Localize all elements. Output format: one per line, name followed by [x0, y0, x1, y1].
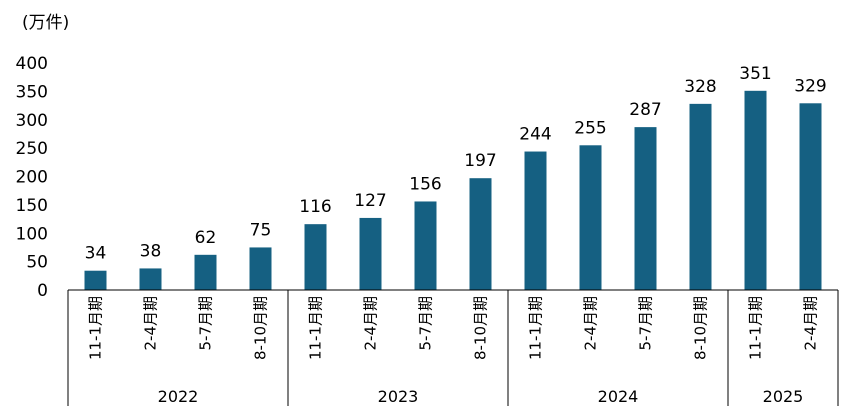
y-tick-label: 100 — [16, 224, 48, 244]
category-label: 5-7月期 — [637, 296, 655, 351]
y-tick-label: 350 — [16, 82, 48, 102]
data-label: 75 — [250, 220, 272, 240]
data-label: 351 — [739, 64, 771, 84]
group-label: 2024 — [598, 387, 639, 406]
data-label: 38 — [140, 241, 162, 261]
data-label: 328 — [684, 77, 716, 97]
data-labels: 34 38 62 75 116 127 156 197 244 255 287 328 351 329 — [85, 64, 827, 264]
category-label: 5-7月期 — [417, 296, 435, 351]
data-label: 34 — [85, 244, 107, 264]
data-label: 329 — [794, 76, 826, 96]
category-label: 2-4月期 — [802, 296, 820, 351]
data-label: 255 — [574, 118, 606, 138]
category-label: 8-10月期 — [692, 296, 710, 360]
category-label: 2-4月期 — [582, 296, 600, 351]
bar — [139, 268, 162, 290]
y-tick-label: 300 — [16, 111, 48, 131]
bar — [414, 201, 437, 290]
bar — [84, 270, 107, 290]
bar — [689, 103, 712, 290]
data-label: 127 — [354, 191, 386, 211]
bars — [84, 90, 822, 291]
bar — [469, 178, 492, 290]
bar — [249, 247, 272, 290]
category-label: 5-7月期 — [197, 296, 215, 351]
category-label: 2-4月期 — [362, 296, 380, 351]
y-axis: 0 50 100 150 200 250 300 350 400 — [16, 54, 48, 301]
bar — [359, 217, 382, 290]
data-label: 197 — [464, 151, 496, 171]
category-label: 2-4月期 — [142, 296, 160, 351]
data-label: 287 — [629, 100, 661, 120]
category-label: 8-10月期 — [472, 296, 490, 360]
bar — [524, 151, 547, 290]
data-label: 244 — [519, 125, 551, 145]
x-axis: 11-1月期 2-4月期 5-7月期 8-10月期 11-1月期 2-4月期 5-7月期 8-… — [67, 289, 839, 406]
y-tick-label: 150 — [16, 196, 48, 216]
category-label: 11-1月期 — [307, 296, 325, 360]
category-label: 8-10月期 — [252, 296, 270, 360]
y-tick-label: 400 — [16, 54, 48, 74]
group-label: 2025 — [763, 387, 804, 406]
bar — [304, 224, 327, 290]
bar — [194, 254, 217, 290]
y-tick-label: 250 — [16, 139, 48, 159]
bar — [634, 127, 657, 290]
y-tick-label: 0 — [37, 281, 48, 301]
bar — [579, 145, 602, 290]
y-tick-label: 200 — [16, 168, 48, 188]
bar — [799, 103, 822, 290]
bar — [744, 90, 767, 291]
data-label: 156 — [409, 174, 441, 194]
data-label: 116 — [299, 197, 331, 217]
group-label: 2023 — [378, 387, 419, 406]
unit-label: (万件) — [22, 13, 70, 33]
category-label: 11-1月期 — [747, 296, 765, 360]
category-label: 11-1月期 — [87, 296, 105, 360]
group-label: 2022 — [158, 387, 199, 406]
y-tick-label: 50 — [26, 253, 48, 273]
category-label: 11-1月期 — [527, 296, 545, 360]
data-label: 62 — [195, 228, 217, 248]
